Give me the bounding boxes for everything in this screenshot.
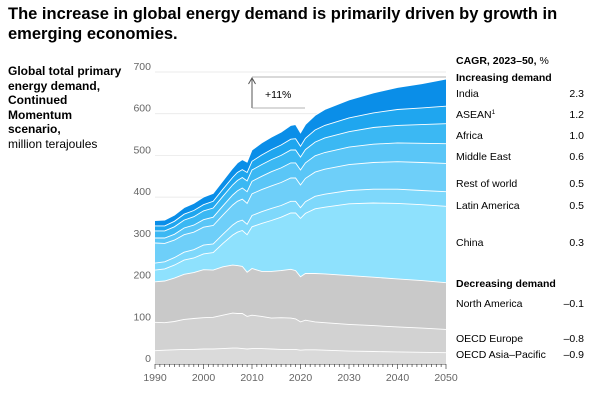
- legend-label-africa: Africa: [456, 130, 483, 142]
- boundary-india: [154, 78, 447, 221]
- legend-label-oecd-asia-pacific: OECD Asia–Pacific: [456, 349, 546, 361]
- x-tick-label: 2000: [192, 372, 216, 384]
- x-tick-label: 2020: [289, 372, 313, 384]
- x-axis: 1990 2000 2010 2020 2030 2040 2050: [143, 364, 458, 384]
- area-series: [155, 79, 446, 364]
- x-tick-label: 2040: [386, 372, 410, 384]
- area-middle-east: [155, 142, 446, 244]
- page-title: The increase in global energy demand is …: [8, 5, 558, 43]
- subtitle-line-1: Global total primary: [8, 64, 122, 78]
- boundary-latin-america: [154, 188, 447, 264]
- area-asean: [155, 106, 446, 231]
- series-boundaries: [154, 78, 447, 354]
- subtitle-line-2: energy demand,: [8, 78, 101, 93]
- area-north-america: [155, 265, 446, 330]
- legend-cagr-north-america: –0.1: [564, 298, 585, 310]
- area-india: [155, 79, 446, 226]
- area-china: [155, 203, 446, 283]
- y-tick-label: 500: [133, 144, 151, 156]
- x-tick-label: 1990: [143, 372, 167, 384]
- x-tick-label: 2010: [240, 372, 264, 384]
- cagr-unit: %: [539, 55, 548, 67]
- y-tick-label: 300: [133, 228, 151, 240]
- boundary-oecd-asia-pacific: [154, 347, 447, 354]
- increasing-header: Increasing demand: [456, 72, 552, 84]
- legend-label-latin-america: Latin America: [456, 200, 520, 212]
- legend-label-china: China: [456, 237, 484, 249]
- boundary-rest-of-world: [154, 161, 447, 244]
- legend-cagr-china: 0.3: [569, 237, 584, 249]
- legend-label-rest-of-world: Rest of world: [456, 178, 517, 190]
- boundary-oecd-europe: [154, 312, 447, 330]
- legend-label-north-america: North America: [456, 298, 523, 310]
- area-africa: [155, 123, 446, 238]
- boundary-north-america: [154, 264, 447, 284]
- boundary-middle-east: [155, 142, 447, 239]
- legend-cagr-middle-east: 0.6: [569, 151, 584, 163]
- chart-subtitle: Global total primary energy demand, Cont…: [8, 64, 153, 151]
- legend-cagr-asean: 1.2: [569, 109, 584, 121]
- boundary-africa: [155, 123, 447, 232]
- y-tick-label: 200: [133, 270, 151, 282]
- y-tick-label: 0: [145, 353, 151, 365]
- x-tick-label: 2050: [434, 372, 458, 384]
- growth-annotation: +11%: [248, 76, 446, 109]
- subtitle-line-3: Continued: [8, 93, 68, 107]
- annotation-label: +11%: [265, 89, 291, 101]
- annotation-arrow-head: [248, 77, 256, 85]
- y-axis: 0 100 200 300 400 500 600 700: [133, 61, 151, 365]
- legend-cagr-oecd-europe: –0.8: [564, 333, 585, 345]
- area-latin-america: [155, 189, 446, 271]
- boundary-china: [154, 202, 447, 271]
- legend-footnote-mark: 1: [492, 109, 496, 116]
- subtitle-unit: million terajoules: [8, 136, 98, 151]
- y-tick-label: 700: [133, 61, 151, 73]
- subtitle-line-4: Momentum: [8, 107, 72, 122]
- legend-cagr-rest-of-world: 0.5: [569, 178, 584, 190]
- area-oecd-asia-pacific: [155, 348, 446, 364]
- subtitle-line-5: scenario,: [8, 122, 61, 136]
- legend-label-oecd-europe: OECD Europe: [456, 333, 523, 345]
- cagr-title-text: CAGR, 2023–50,: [456, 55, 537, 67]
- legend-cagr-india: 2.3: [569, 88, 584, 100]
- legend-label-asean: ASEAN1: [456, 109, 496, 121]
- legend-label-india: India: [456, 88, 479, 100]
- y-tick-label: 400: [133, 186, 151, 198]
- legend-cagr-latin-america: 0.5: [569, 200, 584, 212]
- cagr-legend: CAGR, 2023–50, % Increasing demand Decre…: [456, 55, 584, 361]
- legend-label-middle-east: Middle East: [456, 151, 511, 163]
- legend-cagr-oecd-asia-pacific: –0.9: [564, 349, 585, 361]
- legend-cagr-africa: 1.0: [569, 130, 584, 142]
- area-rest-of-world: [155, 161, 446, 264]
- y-tick-label: 600: [133, 103, 151, 115]
- boundary-asean: [155, 105, 447, 227]
- decreasing-header: Decreasing demand: [456, 278, 556, 290]
- x-tick-label: 2030: [337, 372, 361, 384]
- cagr-title: CAGR, 2023–50, %: [456, 55, 549, 67]
- y-tick-label: 100: [133, 311, 151, 323]
- area-oecd-europe: [155, 313, 446, 353]
